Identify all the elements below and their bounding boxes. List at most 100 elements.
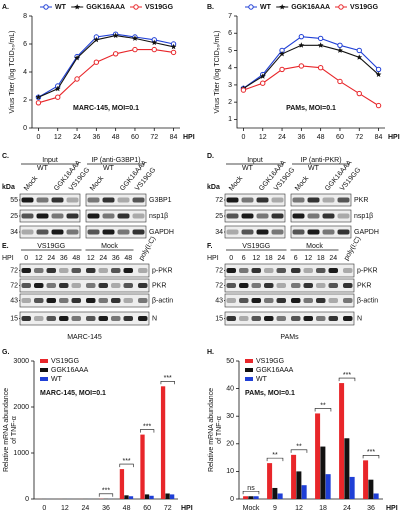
band bbox=[276, 268, 286, 273]
band bbox=[46, 316, 56, 321]
row-label: N bbox=[357, 315, 362, 322]
marker bbox=[54, 85, 61, 92]
bracket bbox=[290, 449, 308, 453]
annotation: PAMs, MOI=0.1 bbox=[286, 105, 336, 112]
band bbox=[291, 298, 301, 303]
bracket bbox=[140, 429, 155, 433]
legend-swatch bbox=[245, 359, 253, 363]
band bbox=[59, 316, 69, 321]
band bbox=[98, 268, 108, 273]
y-tick-label: 4 bbox=[228, 65, 232, 72]
membrane bbox=[224, 193, 286, 207]
band bbox=[343, 298, 353, 303]
y-tick-label: 7 bbox=[228, 13, 232, 20]
band bbox=[303, 298, 313, 303]
band bbox=[138, 283, 148, 288]
x-tick-label: 36 bbox=[367, 505, 375, 512]
bracket bbox=[98, 493, 114, 497]
panel-label: A. bbox=[2, 4, 9, 11]
band bbox=[256, 229, 269, 235]
marker bbox=[356, 54, 363, 60]
lane-label: 48 bbox=[124, 255, 132, 262]
x-tick-label: 36 bbox=[297, 134, 305, 141]
annotation: PAMs, MOI=0.1 bbox=[245, 390, 295, 397]
legend-marker bbox=[338, 4, 344, 10]
lane-label: Mock bbox=[228, 175, 244, 193]
lane-label: Mock bbox=[294, 175, 310, 193]
band bbox=[132, 213, 145, 219]
x-tick-label: 48 bbox=[123, 505, 131, 512]
lane-label: WT bbox=[37, 165, 49, 172]
band bbox=[276, 298, 286, 303]
group-title: Input bbox=[247, 157, 263, 164]
band bbox=[322, 213, 335, 219]
bar bbox=[149, 495, 154, 499]
axes bbox=[236, 16, 385, 129]
lane-label: 6 bbox=[242, 255, 246, 262]
group-title: Mock bbox=[101, 243, 118, 250]
band bbox=[292, 229, 305, 235]
marker bbox=[317, 35, 324, 42]
band bbox=[21, 197, 34, 203]
marker bbox=[240, 87, 247, 93]
marker bbox=[337, 42, 343, 48]
bar bbox=[119, 469, 125, 499]
y-tick-label: 20 bbox=[226, 441, 234, 448]
x-tick-label: 36 bbox=[92, 134, 100, 141]
band bbox=[123, 298, 133, 303]
kda-label: 55 bbox=[10, 197, 18, 204]
band bbox=[34, 316, 44, 321]
legend-label: WT bbox=[260, 4, 272, 11]
marker bbox=[93, 59, 100, 65]
series-line bbox=[38, 35, 174, 98]
bar bbox=[165, 493, 170, 499]
group-title: Mock bbox=[306, 243, 323, 250]
band bbox=[102, 229, 115, 235]
y-tick-label: 0 bbox=[25, 496, 29, 503]
significance: ** bbox=[272, 452, 278, 459]
band bbox=[21, 213, 34, 219]
x-tick-label: 48 bbox=[317, 134, 325, 141]
band bbox=[251, 316, 261, 321]
band bbox=[241, 229, 254, 235]
significance: *** bbox=[164, 375, 172, 382]
y-axis-label: Virus Titer (log TCID₅₀/mL) bbox=[214, 31, 221, 114]
band bbox=[291, 316, 301, 321]
band bbox=[21, 298, 31, 303]
panel-label: F. bbox=[207, 243, 213, 250]
kda-label: 72 bbox=[215, 267, 223, 274]
marker bbox=[170, 49, 177, 56]
significance: ** bbox=[296, 444, 302, 451]
row-label: p-PKR bbox=[357, 267, 378, 274]
band bbox=[271, 213, 284, 219]
series-line bbox=[38, 49, 174, 104]
series-line bbox=[243, 44, 379, 89]
membrane bbox=[19, 293, 150, 308]
row-label: nsp1β bbox=[149, 213, 168, 220]
panel-label: C. bbox=[2, 153, 9, 160]
band bbox=[239, 283, 249, 288]
lane-label: 36 bbox=[112, 255, 120, 262]
kda-label: 72 bbox=[10, 267, 18, 274]
y-tick-label: 0 bbox=[230, 496, 234, 503]
legend-label: GGK16AAA bbox=[51, 367, 89, 374]
marker bbox=[298, 33, 305, 40]
band bbox=[138, 316, 148, 321]
band bbox=[241, 197, 254, 203]
band bbox=[307, 213, 320, 219]
bar bbox=[301, 485, 307, 499]
x-tick-label: 0 bbox=[241, 134, 245, 141]
band bbox=[123, 316, 133, 321]
marker bbox=[356, 90, 362, 97]
band bbox=[98, 316, 108, 321]
band bbox=[239, 298, 249, 303]
band bbox=[36, 229, 49, 235]
x-axis-label: HPI bbox=[183, 134, 195, 141]
band bbox=[59, 268, 69, 273]
kda-label: 25 bbox=[215, 213, 223, 220]
kda-label: 15 bbox=[215, 315, 223, 322]
marker bbox=[337, 47, 343, 53]
band bbox=[264, 298, 274, 303]
bar bbox=[128, 496, 134, 499]
